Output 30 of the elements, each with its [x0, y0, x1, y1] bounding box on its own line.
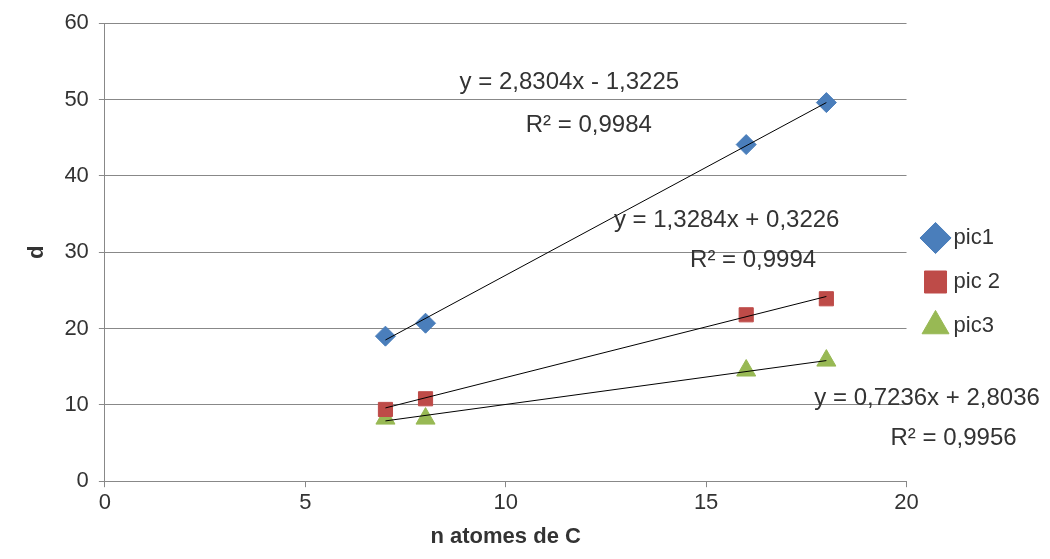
legend-label: pic1 [953, 224, 994, 250]
legend-label: pic 2 [953, 268, 1001, 294]
y-tick-label: 0 [76, 467, 89, 493]
annotation: R² = 0,9984 [525, 109, 652, 137]
point [818, 291, 834, 307]
y-tick-label: 60 [64, 9, 89, 35]
y-axis-title: d [23, 245, 49, 259]
annotation: y = 2,8304x - 1,3225 [459, 67, 680, 95]
annotation: R² = 0,9994 [690, 245, 817, 273]
legend-label: pic3 [953, 312, 994, 338]
point [735, 134, 757, 156]
annotation: y = 1,3284x + 0,3226 [613, 204, 840, 232]
annotation: y = 0,7236x + 2,8036 [814, 383, 1040, 411]
point [377, 401, 394, 418]
y-tick-label: 40 [64, 161, 89, 187]
x-axis-title: n atomes de C [430, 522, 581, 548]
y-tick-label: 10 [64, 390, 89, 416]
x-tick-label: 5 [299, 489, 312, 515]
point [374, 325, 396, 347]
point [815, 92, 837, 114]
x-tick-label: 15 [693, 489, 719, 515]
x-tick-label: 0 [98, 489, 111, 515]
x-tick-label: 20 [894, 489, 919, 515]
point [415, 312, 437, 334]
point [417, 391, 434, 407]
y-tick-label: 20 [64, 314, 89, 340]
y-tick-label: 50 [64, 85, 89, 111]
y-tick-label: 30 [64, 238, 89, 264]
annotation: R² = 0,9956 [890, 423, 1017, 451]
x-tick-label: 10 [493, 489, 518, 515]
